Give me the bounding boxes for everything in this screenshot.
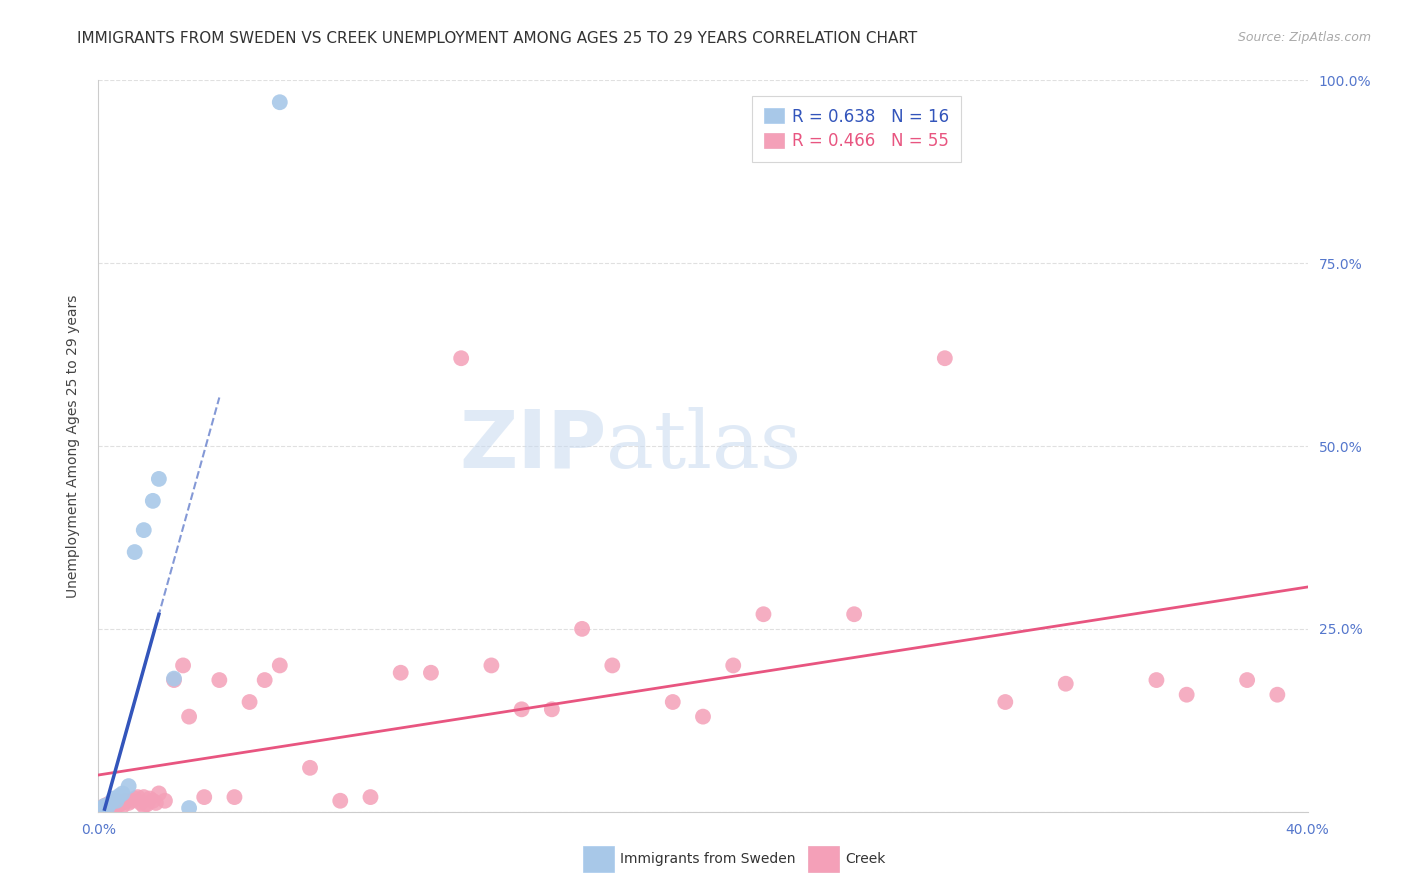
- Point: [111, 787, 134, 801]
- Point: [389, 665, 412, 680]
- Point: [481, 658, 503, 673]
- Point: [172, 658, 194, 673]
- Point: [90, 801, 112, 815]
- Text: IMMIGRANTS FROM SWEDEN VS CREEK UNEMPLOYMENT AMONG AGES 25 TO 29 YEARS CORRELATI: IMMIGRANTS FROM SWEDEN VS CREEK UNEMPLOY…: [77, 31, 918, 46]
- Point: [139, 791, 162, 805]
- Point: [420, 665, 443, 680]
- Point: [127, 790, 149, 805]
- Point: [163, 673, 186, 687]
- Point: [299, 761, 322, 775]
- Point: [994, 695, 1017, 709]
- Point: [100, 796, 122, 810]
- Text: ZIP: ZIP: [458, 407, 606, 485]
- Point: [105, 794, 128, 808]
- Point: [114, 794, 136, 808]
- Point: [540, 702, 562, 716]
- Point: [844, 607, 866, 622]
- Text: Source: ZipAtlas.com: Source: ZipAtlas.com: [1237, 31, 1371, 45]
- Point: [111, 798, 134, 813]
- Point: [132, 790, 155, 805]
- Point: [145, 796, 167, 810]
- Point: [163, 672, 186, 686]
- Point: [121, 794, 143, 808]
- Point: [105, 798, 128, 813]
- Point: [105, 794, 128, 808]
- Point: [93, 798, 115, 813]
- Point: [602, 658, 624, 673]
- Point: [142, 794, 165, 808]
- Point: [132, 798, 155, 813]
- Text: Creek: Creek: [845, 852, 886, 866]
- Point: [135, 797, 157, 812]
- Point: [224, 790, 246, 805]
- Point: [142, 494, 165, 508]
- Point: [103, 791, 125, 805]
- Point: [329, 794, 352, 808]
- Point: [571, 622, 593, 636]
- Point: [96, 797, 118, 812]
- Point: [934, 351, 956, 366]
- Point: [1144, 673, 1167, 687]
- Point: [661, 695, 683, 709]
- Point: [269, 658, 291, 673]
- Point: [253, 673, 276, 687]
- Point: [752, 607, 775, 622]
- Point: [108, 789, 131, 803]
- Point: [208, 673, 231, 687]
- Point: [193, 790, 215, 805]
- Point: [723, 658, 745, 673]
- Point: [179, 801, 201, 815]
- Point: [108, 797, 131, 812]
- Point: [103, 801, 125, 815]
- Point: [132, 523, 155, 537]
- Point: [148, 787, 170, 801]
- Point: [153, 794, 176, 808]
- Point: [1054, 676, 1077, 690]
- Y-axis label: Unemployment Among Ages 25 to 29 years: Unemployment Among Ages 25 to 29 years: [66, 294, 80, 598]
- Point: [179, 709, 201, 723]
- Point: [90, 801, 112, 815]
- Point: [269, 95, 291, 110]
- Point: [1175, 688, 1198, 702]
- Point: [124, 545, 146, 559]
- Point: [450, 351, 472, 366]
- Text: atlas: atlas: [606, 407, 801, 485]
- Point: [1267, 688, 1289, 702]
- Point: [118, 779, 141, 793]
- Point: [129, 796, 152, 810]
- Point: [93, 798, 115, 813]
- Point: [510, 702, 533, 716]
- Point: [239, 695, 262, 709]
- Point: [124, 791, 146, 805]
- Point: [96, 800, 118, 814]
- Text: Immigrants from Sweden: Immigrants from Sweden: [620, 852, 796, 866]
- Point: [148, 472, 170, 486]
- Point: [1236, 673, 1258, 687]
- Point: [118, 796, 141, 810]
- Point: [692, 709, 714, 723]
- Point: [100, 796, 122, 810]
- Point: [360, 790, 382, 805]
- Legend: R = 0.638   N = 16, R = 0.466   N = 55: R = 0.638 N = 16, R = 0.466 N = 55: [752, 96, 960, 162]
